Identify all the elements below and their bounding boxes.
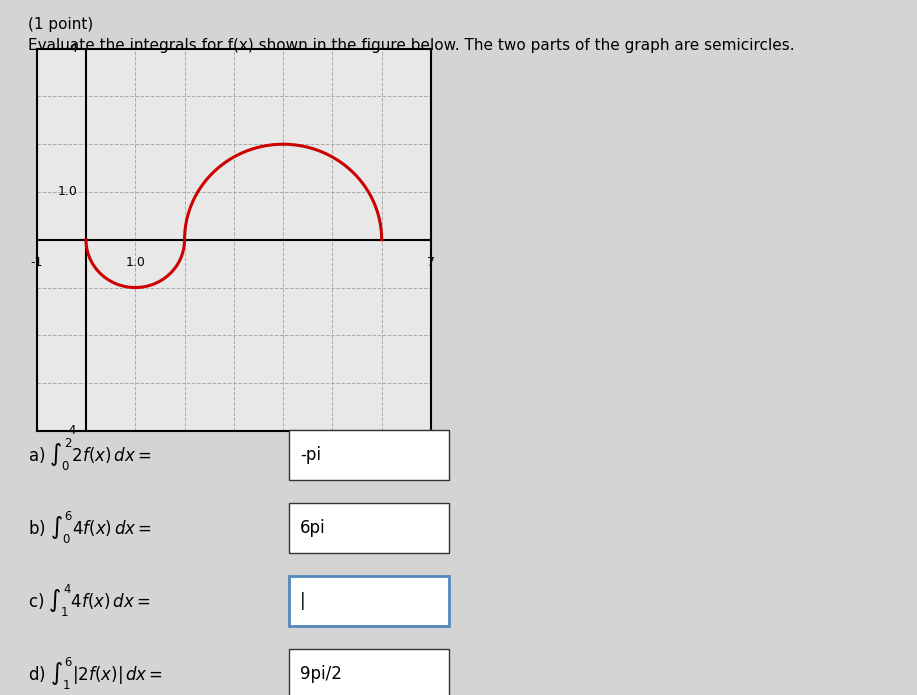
Text: a) $\int_0^2 2f(x)\,dx =$: a) $\int_0^2 2f(x)\,dx =$ xyxy=(28,437,151,473)
Text: c) $\int_1^4 4f(x)\,dx =$: c) $\int_1^4 4f(x)\,dx =$ xyxy=(28,583,150,619)
FancyBboxPatch shape xyxy=(289,576,449,626)
Text: -pi: -pi xyxy=(300,446,321,464)
Text: 1.0: 1.0 xyxy=(57,186,77,199)
Text: 4: 4 xyxy=(69,42,77,55)
Text: Evaluate the integrals for f(x) shown in the figure below. The two parts of the : Evaluate the integrals for f(x) shown in… xyxy=(28,38,794,54)
Text: -4: -4 xyxy=(65,425,77,437)
Text: d) $\int_1^6 |2f(x)|\,dx =$: d) $\int_1^6 |2f(x)|\,dx =$ xyxy=(28,656,162,692)
Text: 7: 7 xyxy=(427,256,435,270)
Text: 1.0: 1.0 xyxy=(126,256,145,270)
FancyBboxPatch shape xyxy=(289,503,449,553)
Text: (1 point): (1 point) xyxy=(28,17,93,33)
FancyBboxPatch shape xyxy=(289,649,449,695)
FancyBboxPatch shape xyxy=(289,430,449,480)
Text: -1: -1 xyxy=(30,256,43,270)
Text: b) $\int_0^6 4f(x)\,dx =$: b) $\int_0^6 4f(x)\,dx =$ xyxy=(28,510,151,546)
Text: 6pi: 6pi xyxy=(300,519,326,537)
Text: |: | xyxy=(300,592,305,610)
Text: 9pi/2: 9pi/2 xyxy=(300,665,342,683)
